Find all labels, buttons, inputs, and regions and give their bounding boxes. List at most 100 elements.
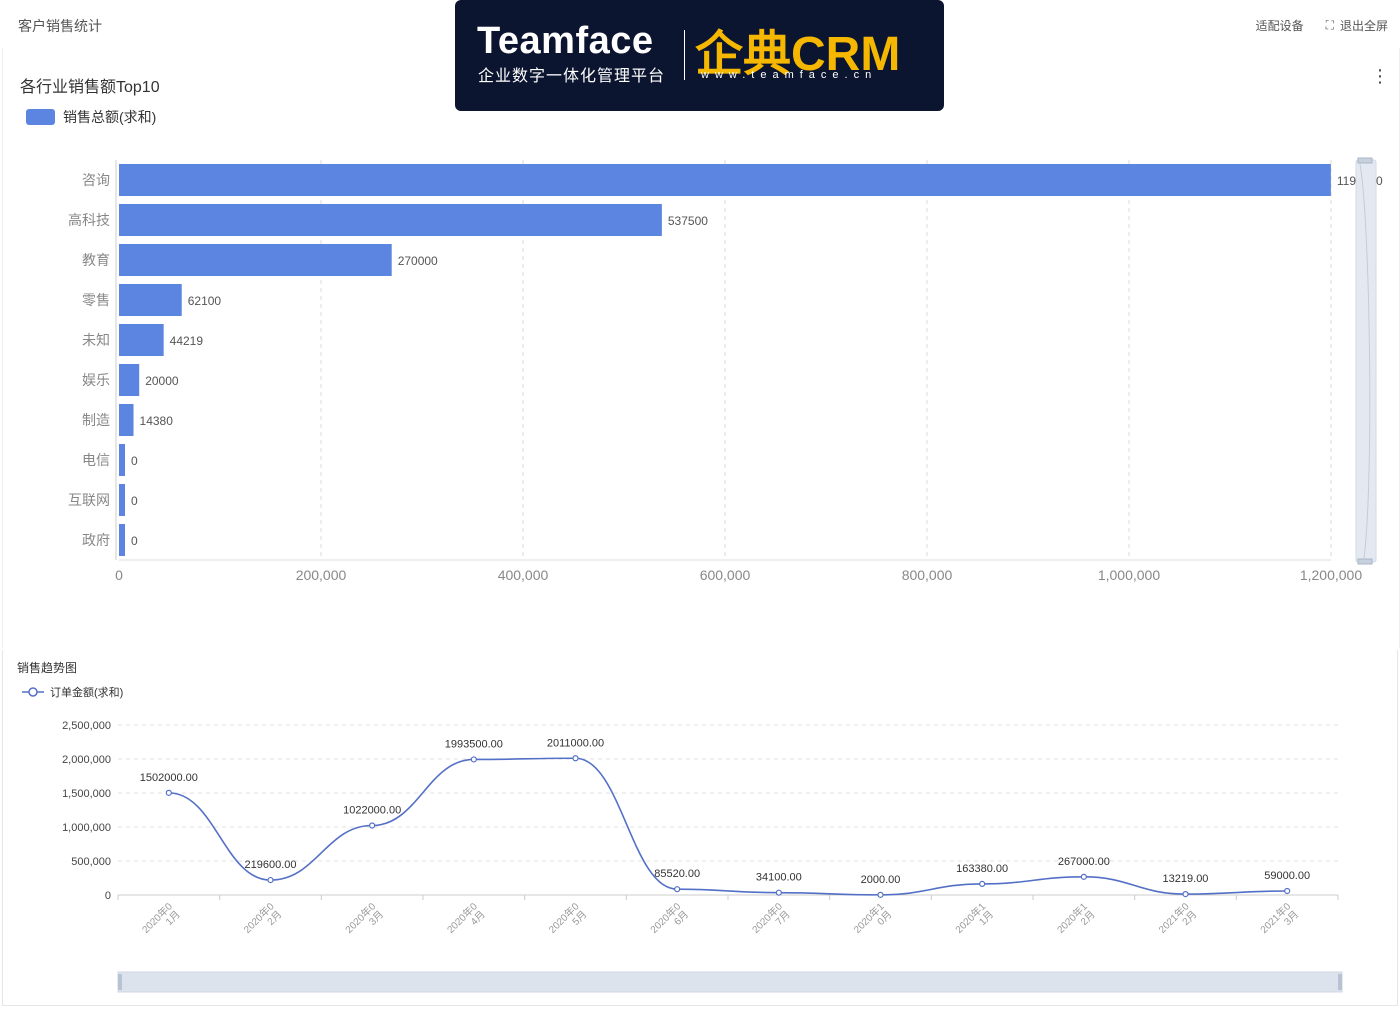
- zoom-slider-track: [1355, 159, 1377, 563]
- more-options-icon[interactable]: ⋮: [1371, 66, 1389, 86]
- bar: [119, 324, 164, 356]
- bar: [119, 164, 1331, 196]
- data-value-label: 219600.00: [245, 859, 297, 871]
- data-value-label: 34100.00: [756, 872, 802, 884]
- data-value-label: 163380.00: [956, 863, 1008, 875]
- zoom-slider-preview: [1359, 163, 1371, 559]
- y-tick-label: 制造: [82, 412, 110, 428]
- x-tick-label: 1,000,000: [1098, 567, 1160, 583]
- y-tick-label: 1,500,000: [62, 788, 111, 800]
- y-tick-label: 0: [105, 890, 111, 902]
- data-point: [775, 889, 782, 896]
- zoom-slider-handle-left: [118, 974, 122, 990]
- data-value-label: 13219.00: [1163, 873, 1209, 885]
- header-actions: 适配设备 ⛶ 退出全屏: [1256, 17, 1388, 34]
- data-point: [470, 756, 477, 763]
- x-tick-label: 800,000: [902, 567, 953, 583]
- data-point: [979, 880, 986, 887]
- bar-value-label: 62100: [188, 294, 222, 308]
- x-tick-label: 400,000: [498, 567, 549, 583]
- line-chart-legend[interactable]: 订单金额(求和): [22, 684, 123, 700]
- y-tick-label: 高科技: [68, 212, 110, 228]
- bar-value-label: 270000: [398, 254, 438, 268]
- y-tick-label: 互联网: [68, 492, 110, 508]
- data-value-label: 2000.00: [861, 874, 901, 886]
- zoom-slider-handle-right: [1338, 974, 1342, 990]
- data-point: [267, 876, 274, 884]
- y-tick-label: 未知: [82, 332, 110, 348]
- zoom-slider-handle-bottom: [1357, 558, 1373, 565]
- data-point: [572, 755, 579, 762]
- bar-legend-label: 销售总额(求和): [63, 109, 157, 125]
- bar-chart-legend[interactable]: 销售总额(求和): [26, 107, 156, 127]
- y-tick-label: 电信: [82, 452, 110, 468]
- bar: [119, 524, 125, 556]
- line-chart-title: 销售趋势图: [17, 661, 78, 675]
- logo-tagline: 企业数字一体化管理平台: [478, 68, 666, 85]
- fullscreen-exit-icon: ⛶: [1325, 18, 1334, 32]
- data-value-label: 1022000.00: [343, 805, 401, 817]
- data-point: [165, 789, 172, 796]
- brand-logo: Teamface 企业数字一体化管理平台 企典CRM www.teamface.…: [455, 0, 944, 111]
- x-tick-label: 600,000: [700, 567, 751, 583]
- fit-device-button[interactable]: 适配设备: [1256, 17, 1304, 34]
- bar-value-label: 0: [131, 534, 138, 548]
- bar-chart-title: 各行业销售额Top10: [20, 79, 160, 96]
- zoom-slider-handle-top: [1357, 157, 1373, 164]
- data-point: [674, 886, 681, 893]
- data-value-label: 59000.00: [1264, 870, 1310, 882]
- bar-value-label: 14380: [140, 414, 174, 428]
- y-tick-label: 零售: [82, 292, 110, 308]
- bar: [119, 484, 125, 516]
- bar: [119, 404, 134, 436]
- x-tick-label: 200,000: [296, 567, 347, 583]
- bar: [119, 204, 662, 236]
- bar-legend-swatch: [26, 109, 55, 125]
- data-value-label: 1993500.00: [445, 738, 503, 750]
- industry-sales-bar-chart: 0 200,000 400,000 600,000 800,000 1,000,000 1,…: [68, 157, 1383, 583]
- data-point: [877, 891, 884, 898]
- zoom-slider-track: [117, 971, 1343, 993]
- bar: [119, 284, 182, 316]
- data-value-label: 2011000.00: [547, 737, 604, 749]
- y-tick-label: 2,500,000: [62, 720, 111, 732]
- x-tick-label: 0: [115, 567, 123, 583]
- y-tick-label: 政府: [82, 532, 110, 548]
- sales-trend-panel: [2, 650, 1398, 1006]
- y-tick-label: 教育: [82, 252, 110, 268]
- y-tick-label: 娱乐: [82, 372, 110, 388]
- bar-value-label: 0: [131, 454, 138, 468]
- bar-value-label: 20000: [145, 374, 179, 388]
- exit-fullscreen-button[interactable]: ⛶ 退出全屏: [1326, 17, 1388, 34]
- logo-url: www.teamface.cn: [701, 69, 878, 81]
- data-point: [369, 822, 376, 829]
- data-point: [1284, 887, 1291, 895]
- x-tick-label: 1,200,000: [1300, 567, 1362, 583]
- line-legend-swatch: [22, 687, 44, 697]
- y-tick-label: 咨询: [82, 172, 110, 188]
- logo-divider: [684, 30, 685, 80]
- logo-brand-name: Teamface: [477, 20, 654, 62]
- exit-fullscreen-label: 退出全屏: [1339, 19, 1388, 33]
- bar: [119, 244, 392, 276]
- data-value-label: 85520.00: [654, 868, 700, 880]
- data-point: [1182, 891, 1189, 898]
- y-tick-label: 2,000,000: [62, 754, 111, 766]
- bar: [119, 364, 140, 396]
- data-value-label: 1502000.00: [140, 772, 198, 784]
- data-point: [1080, 873, 1087, 880]
- logo-product-name: 企典CRM: [695, 28, 901, 81]
- fit-device-label: 适配设备: [1255, 19, 1304, 33]
